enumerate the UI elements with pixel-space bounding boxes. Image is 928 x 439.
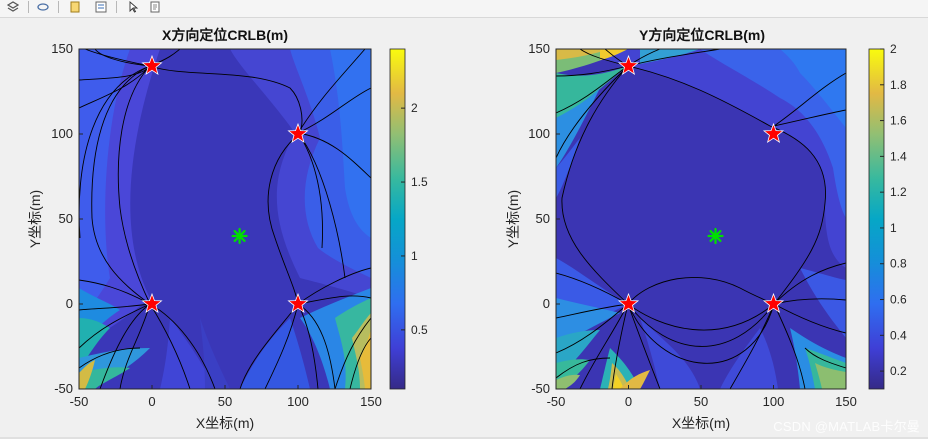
link-icon[interactable] — [36, 0, 50, 14]
colorbar-tick-label-left: 1.5 — [411, 175, 428, 189]
colorbar-tick-label-left: 2 — [411, 101, 418, 115]
ylabel-right: Y坐标(m) — [505, 190, 521, 248]
title-left: X方向定位CRLB(m) — [162, 27, 288, 43]
colorbar-tick-label-right: 1.6 — [890, 114, 907, 128]
ticks-right: -50 0 50 100 150 150 100 50 0 -50 — [528, 41, 857, 409]
anchor-star-marker — [762, 292, 785, 314]
watermark: CSDN @MATLAB卡尔曼 — [773, 419, 920, 434]
colorbar-left — [389, 48, 406, 390]
colorbar-tick-label-right: 0.4 — [890, 328, 907, 342]
target-asterisk-marker — [231, 227, 248, 245]
ytick-label-right: 50 — [536, 211, 550, 226]
ytick-label-left: 100 — [51, 126, 73, 141]
colorbar-ticks-left: 2 1.5 1 0.5 — [401, 101, 428, 337]
ytick-label-right: 0 — [543, 296, 550, 311]
xtick-label-left: 50 — [218, 394, 232, 409]
anchor-star-marker — [287, 292, 309, 314]
contour-field-right — [556, 49, 846, 389]
colorbar-tick-label-left: 0.5 — [411, 323, 428, 337]
xtick-label-left: 150 — [360, 394, 382, 409]
colorbar-tick-label-right: 1.8 — [890, 78, 907, 92]
ylabel-left: Y坐标(m) — [27, 190, 43, 248]
colorbar-tick-label-right: 1.2 — [890, 185, 907, 199]
ytick-label-right: 150 — [528, 41, 550, 56]
ytick-label-left: -50 — [54, 381, 73, 396]
contour-field-left — [79, 49, 371, 389]
colorbar-tick-label-right: 1.4 — [890, 149, 907, 163]
anchor-star-marker — [617, 54, 640, 76]
xtick-label-right: -50 — [547, 394, 566, 409]
xtick-label-right: 100 — [763, 394, 785, 409]
xlabel-left: X坐标(m) — [196, 415, 254, 431]
xtick-label-left: 100 — [287, 394, 309, 409]
markers-right — [617, 54, 785, 314]
xlabel-right: X坐标(m) — [672, 415, 730, 431]
xtick-label-right: 150 — [835, 394, 857, 409]
anchor-star-marker — [141, 54, 163, 76]
anchor-star-marker — [617, 292, 640, 314]
contour-lines-right — [556, 49, 846, 389]
ytick-label-right: -50 — [531, 381, 550, 396]
ytick-label-left: 50 — [59, 211, 73, 226]
figure-toolbar — [0, 0, 928, 18]
xtick-label-right: 0 — [625, 394, 632, 409]
ticks-left: -50 0 50 100 150 150 100 50 0 -50 — [51, 41, 382, 409]
xtick-label-right: 50 — [694, 394, 708, 409]
anchor-star-marker — [287, 122, 309, 144]
colorbar-tick-label-right: 0.8 — [890, 257, 907, 271]
plot-x-crlb: X方向定位CRLB(m) — [27, 27, 428, 431]
colorbar-tick-label-right: 2 — [890, 42, 897, 56]
ytick-label-left: 150 — [51, 41, 73, 56]
target-asterisk-marker — [707, 227, 724, 245]
colorbar-tick-label-right: 0.2 — [890, 364, 907, 378]
anchor-star-marker — [762, 122, 785, 144]
xtick-label-left: -50 — [70, 394, 89, 409]
anchor-star-marker — [141, 292, 163, 314]
markers-left — [141, 54, 309, 314]
doc-icon[interactable] — [148, 0, 162, 14]
colorbar-tick-label-right: 1 — [890, 221, 897, 235]
colorbar-tick-label-right: 0.6 — [890, 293, 907, 307]
colorbar-tick-label-left: 1 — [411, 249, 418, 263]
figure-canvas: X方向定位CRLB(m) — [27, 27, 907, 431]
xtick-label-left: 0 — [148, 394, 155, 409]
layers-icon[interactable] — [6, 0, 20, 14]
colorbar-right — [868, 48, 885, 390]
plot-y-crlb: Y方向定位CRLB(m) — [505, 27, 907, 431]
title-right: Y方向定位CRLB(m) — [639, 27, 765, 43]
legend-icon[interactable] — [94, 0, 108, 14]
ytick-label-right: 100 — [528, 126, 550, 141]
colorbar-ticks-right: 2 1.8 1.6 1.4 1.2 1 0.8 0.6 0.4 0.2 — [880, 42, 907, 378]
data-cursor-icon[interactable] — [68, 0, 82, 14]
pointer-icon[interactable] — [126, 0, 140, 14]
ytick-label-left: 0 — [66, 296, 73, 311]
